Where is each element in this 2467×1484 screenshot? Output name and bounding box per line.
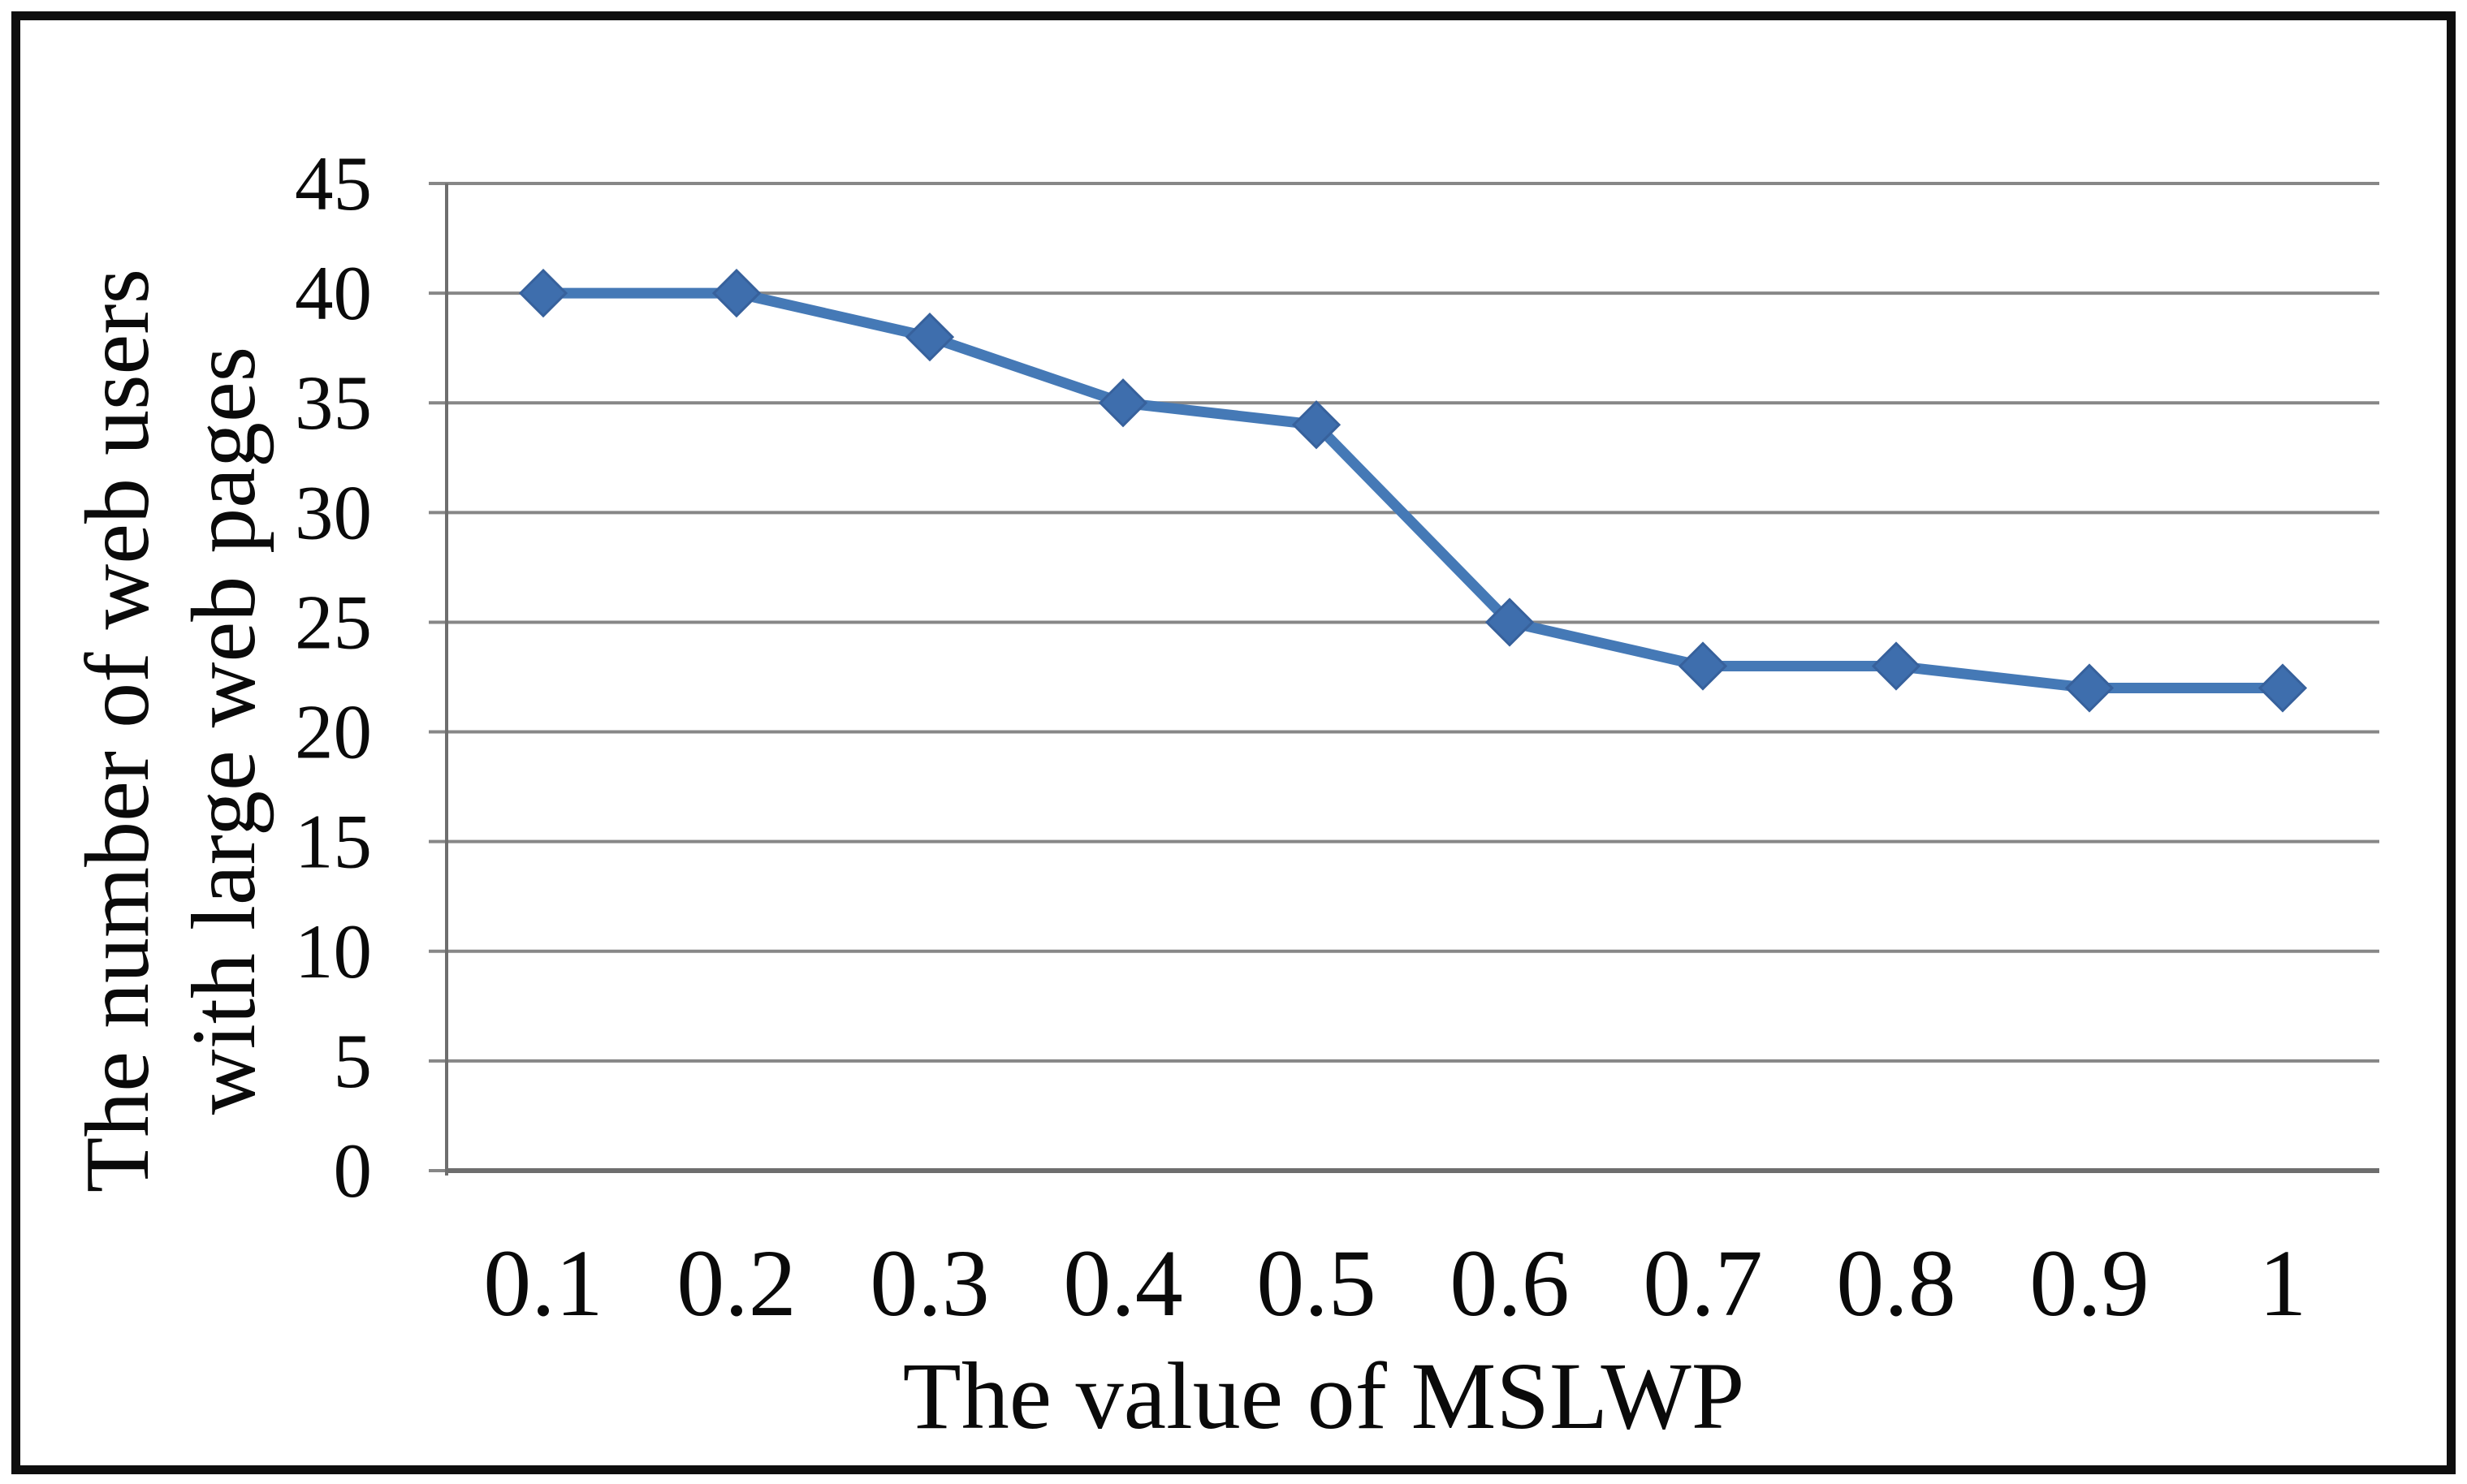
- y-tick-label: 20: [295, 689, 372, 775]
- data-point-marker: [1871, 641, 1921, 691]
- data-point-marker: [1678, 641, 1728, 691]
- x-tick-label: 0.5: [1256, 1230, 1376, 1336]
- y-axis-title-line1: The number of web users: [67, 268, 168, 1193]
- x-axis-title: The value of MSLWP: [902, 1343, 1745, 1449]
- y-axis-title: The number of web users with large web p…: [65, 203, 278, 1258]
- data-point-marker: [905, 313, 955, 362]
- x-tick-label: 0.2: [676, 1230, 797, 1336]
- data-point-marker: [518, 268, 568, 318]
- y-tick-label: 45: [295, 140, 372, 226]
- x-tick-label: 0.9: [2029, 1230, 2149, 1336]
- y-tick-label: 15: [295, 799, 372, 885]
- x-tick-label: 1: [2259, 1230, 2307, 1336]
- x-tick-label: 0.4: [1063, 1230, 1183, 1336]
- x-tick-label: 0.1: [483, 1230, 603, 1336]
- data-point-marker: [1484, 597, 1535, 647]
- data-point-marker: [1098, 378, 1148, 428]
- x-tick-label: 0.6: [1450, 1230, 1570, 1336]
- data-line: [543, 287, 2283, 694]
- x-tick-label: 0.8: [1836, 1230, 1956, 1336]
- x-tick-label: 0.3: [870, 1230, 990, 1336]
- y-tick-label: 30: [295, 469, 372, 555]
- y-tick-label: 35: [295, 360, 372, 446]
- data-point-marker: [2064, 663, 2115, 713]
- y-axis-title-line2: with large web pages: [174, 346, 274, 1115]
- y-tick-label: 25: [295, 579, 372, 665]
- data-point-marker: [1291, 400, 1342, 450]
- data-point-marker: [711, 268, 762, 318]
- y-tick-label: 5: [334, 1018, 373, 1104]
- data-point-marker: [2257, 663, 2308, 713]
- x-tick-label: 0.7: [1643, 1230, 1763, 1336]
- y-tick-label: 40: [295, 250, 372, 336]
- y-tick-label: 0: [334, 1128, 373, 1214]
- y-tick-label: 10: [295, 908, 372, 994]
